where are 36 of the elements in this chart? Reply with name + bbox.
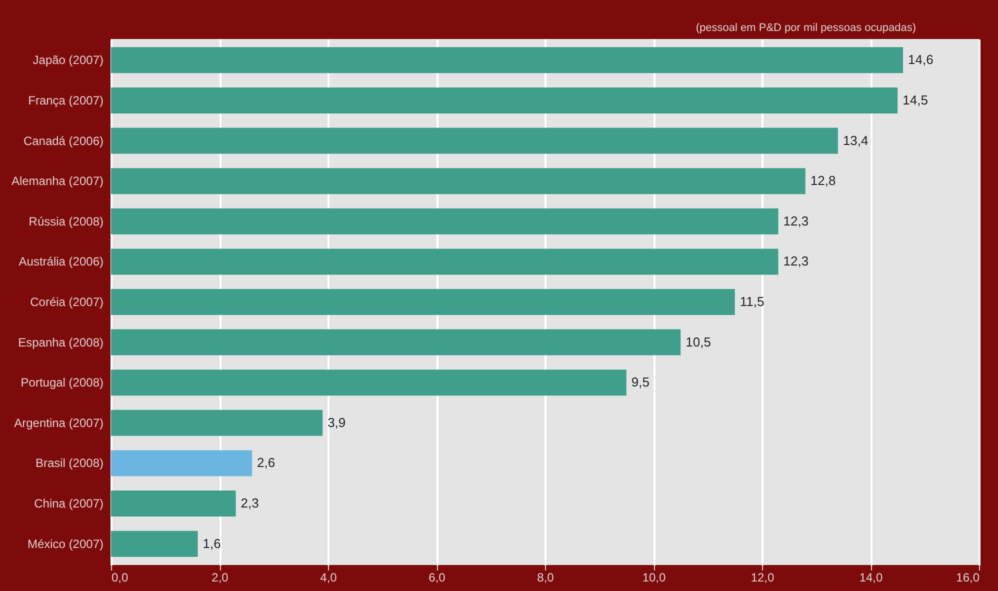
y-tick-label: França (2007) bbox=[28, 93, 104, 108]
data-label: 12,3 bbox=[783, 254, 809, 269]
data-label: 14,6 bbox=[908, 52, 934, 68]
data-label: 2,3 bbox=[240, 496, 259, 511]
x-tick-label: 16,0 bbox=[956, 570, 980, 584]
data-label: 12,8 bbox=[810, 173, 836, 188]
data-label: 14,5 bbox=[902, 92, 928, 108]
y-tick-label: China (2007) bbox=[34, 496, 104, 511]
y-tick-label: Rússia (2008) bbox=[28, 214, 104, 228]
y-tick-label: Austrália (2006) bbox=[18, 254, 104, 269]
x-tick-label: 4,0 bbox=[320, 570, 338, 584]
y-tick-label: Coréia (2007) bbox=[30, 295, 104, 309]
y-tick-label: Japão (2007) bbox=[32, 53, 104, 68]
y-tick-label: Espanha (2008) bbox=[18, 335, 104, 350]
data-label: 1,6 bbox=[202, 536, 221, 551]
data-label: 13,4 bbox=[842, 132, 868, 148]
data-label: 2,6 bbox=[257, 455, 276, 470]
data-label: 9,5 bbox=[631, 374, 650, 390]
x-tick-label: 0,0 bbox=[112, 570, 129, 584]
y-tick-label: Argentina (2007) bbox=[14, 416, 104, 430]
x-tick-label: 2,0 bbox=[212, 570, 229, 584]
data-label: 10,5 bbox=[686, 334, 711, 350]
y-tick-label: Canadá (2006) bbox=[23, 134, 104, 148]
data-label: 3,9 bbox=[328, 414, 346, 430]
x-tick-label: 12,0 bbox=[750, 570, 774, 584]
x-tick-label: 10,0 bbox=[642, 570, 666, 584]
data-label: 11,5 bbox=[740, 294, 764, 309]
y-tick-label: Portugal (2008) bbox=[20, 376, 104, 390]
x-tick-label: 14,0 bbox=[859, 570, 883, 584]
y-tick-label: Brasil (2008) bbox=[35, 456, 104, 470]
data-label: 12,3 bbox=[783, 213, 809, 228]
x-tick-label: 8,0 bbox=[537, 570, 554, 584]
y-tick-label: Alemanha (2007) bbox=[11, 174, 104, 188]
x-tick-label: 6,0 bbox=[428, 570, 446, 584]
text: (pessoal em P&D por mil pessoas ocupadas) bbox=[696, 22, 916, 34]
y-tick-label: México (2007) bbox=[27, 536, 104, 551]
